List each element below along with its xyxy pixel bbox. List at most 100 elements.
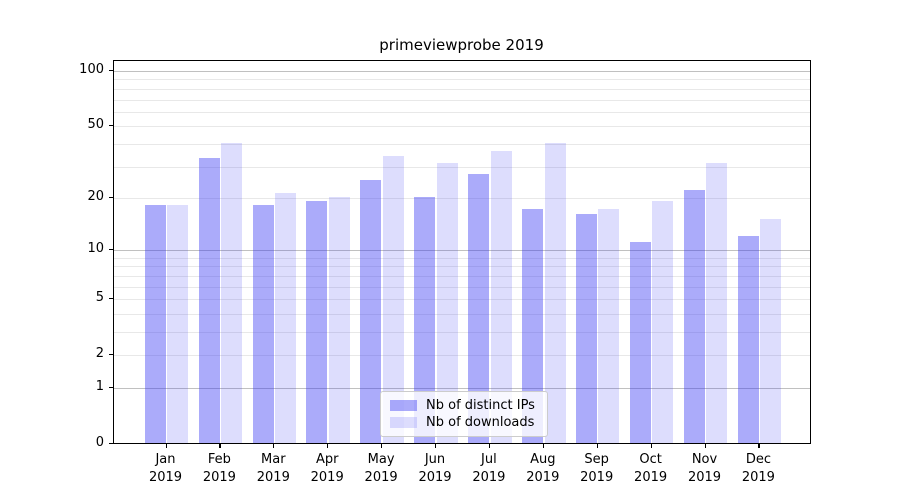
gridline-minor xyxy=(114,166,810,168)
gridline-major xyxy=(114,250,810,252)
y-tick-label: 100 xyxy=(79,62,104,77)
x-tick-month: Jan xyxy=(155,452,176,467)
x-tick-month: Nov xyxy=(691,452,718,467)
bar-distinct-ips-dec xyxy=(737,235,759,443)
gridline-minor xyxy=(114,313,810,315)
x-tick-year: 2019 xyxy=(148,469,183,485)
y-tick-label: 1 xyxy=(95,379,104,394)
gridline-minor xyxy=(114,99,810,101)
legend-label-downloads: Nb of downloads xyxy=(426,415,535,430)
x-tick-year: 2019 xyxy=(310,469,344,485)
x-tick-mark xyxy=(165,444,167,448)
x-tick-label-jan: Jan 2019 xyxy=(134,451,198,486)
bar-distinct-ips-jun xyxy=(414,196,436,443)
x-tick-mark xyxy=(327,444,329,448)
bar-distinct-ips-aug xyxy=(522,209,544,443)
y-tick-mark xyxy=(109,249,113,251)
y-tick-label: 2 xyxy=(95,346,104,362)
x-tick-mark xyxy=(758,444,760,448)
x-tick-label-aug: Aug 2019 xyxy=(511,451,575,486)
bar-downloads-jan xyxy=(167,205,189,443)
bar-distinct-ips-feb xyxy=(198,158,220,443)
x-tick-year: 2019 xyxy=(472,469,506,485)
bar-distinct-ips-jul xyxy=(468,173,490,443)
x-tick-mark xyxy=(704,444,706,448)
x-tick-label-apr: Apr 2019 xyxy=(295,451,359,486)
x-tick-year: 2019 xyxy=(256,469,290,485)
x-tick-mark xyxy=(273,444,275,448)
x-tick-mark xyxy=(219,444,221,448)
x-tick-month: Oct xyxy=(639,452,662,467)
y-tick-label: 50 xyxy=(87,117,104,133)
y-tick-label: 20 xyxy=(87,188,104,204)
plot-area: Nb of distinct IPs Nb of downloads xyxy=(113,60,811,444)
bar-downloads-dec xyxy=(760,218,782,443)
x-tick-year: 2019 xyxy=(687,469,722,485)
bar-downloads-sep xyxy=(598,209,620,443)
bar-downloads-jun xyxy=(436,162,458,443)
bar-downloads-may xyxy=(382,155,404,443)
x-tick-month: May xyxy=(367,452,395,467)
gridline-major xyxy=(114,71,810,72)
x-tick-mark xyxy=(650,444,652,448)
x-tick-year: 2019 xyxy=(526,469,560,485)
x-tick-month: Mar xyxy=(261,452,286,467)
bar-distinct-ips-mar xyxy=(252,205,274,443)
gridline-minor xyxy=(114,257,810,259)
x-tick-label-may: May 2019 xyxy=(349,451,413,486)
chart-title: primeviewprobe 2019 xyxy=(379,36,544,54)
x-tick-mark xyxy=(381,444,383,448)
y-tick-mark xyxy=(109,196,113,199)
gridline-minor xyxy=(114,88,810,90)
x-tick-label-mar: Mar 2019 xyxy=(241,451,305,486)
y-tick-label: 0 xyxy=(95,435,104,450)
bar-downloads-apr xyxy=(328,196,350,443)
gridline-minor xyxy=(114,143,810,145)
legend-item-downloads: Nb of downloads xyxy=(390,415,538,430)
x-tick-mark xyxy=(542,444,544,448)
bar-distinct-ips-nov xyxy=(683,189,705,443)
x-tick-month: Jun xyxy=(424,452,446,467)
bar-downloads-aug xyxy=(544,142,566,443)
bar-distinct-ips-jan xyxy=(144,205,166,443)
x-tick-label-feb: Feb 2019 xyxy=(187,451,251,486)
x-tick-label-jun: Jun 2019 xyxy=(403,451,467,486)
x-tick-year: 2019 xyxy=(580,469,614,485)
x-tick-mark xyxy=(435,444,437,448)
legend-item-distinct-ips: Nb of distinct IPs xyxy=(390,398,538,413)
x-tick-month: Aug xyxy=(530,452,556,467)
x-tick-mark xyxy=(596,444,598,448)
x-tick-month: Feb xyxy=(207,452,231,467)
x-tick-label-oct: Oct 2019 xyxy=(619,451,683,486)
x-tick-month: Jul xyxy=(481,452,497,467)
y-tick-mark xyxy=(109,298,113,300)
gridline-minor xyxy=(114,355,810,357)
x-tick-year: 2019 xyxy=(202,469,236,485)
gridline-minor xyxy=(114,126,810,128)
gridline-minor xyxy=(114,197,810,199)
x-tick-year: 2019 xyxy=(741,469,775,485)
y-tick-label: 10 xyxy=(87,241,104,257)
x-tick-mark xyxy=(488,444,491,448)
x-tick-month: Dec xyxy=(745,452,771,467)
y-tick-label: 5 xyxy=(95,290,104,306)
bar-downloads-nov xyxy=(706,162,728,443)
x-tick-year: 2019 xyxy=(364,469,398,485)
x-tick-month: Sep xyxy=(584,452,609,467)
y-tick-mark xyxy=(109,125,113,127)
y-tick-mark xyxy=(109,354,113,356)
bar-downloads-jul xyxy=(490,151,512,443)
y-tick-mark xyxy=(109,387,113,389)
x-tick-label-sep: Sep 2019 xyxy=(565,451,629,486)
gridline-minor xyxy=(114,111,810,113)
gridline-major xyxy=(114,388,810,389)
bar-downloads-feb xyxy=(221,142,243,443)
gridline-minor xyxy=(114,286,810,288)
bar-distinct-ips-sep xyxy=(575,214,597,443)
legend-label-distinct-ips: Nb of distinct IPs xyxy=(426,398,535,413)
legend: Nb of distinct IPs Nb of downloads xyxy=(380,391,548,437)
x-tick-month: Apr xyxy=(315,452,339,467)
gridline-minor xyxy=(114,275,810,277)
gridline-minor xyxy=(114,266,810,268)
